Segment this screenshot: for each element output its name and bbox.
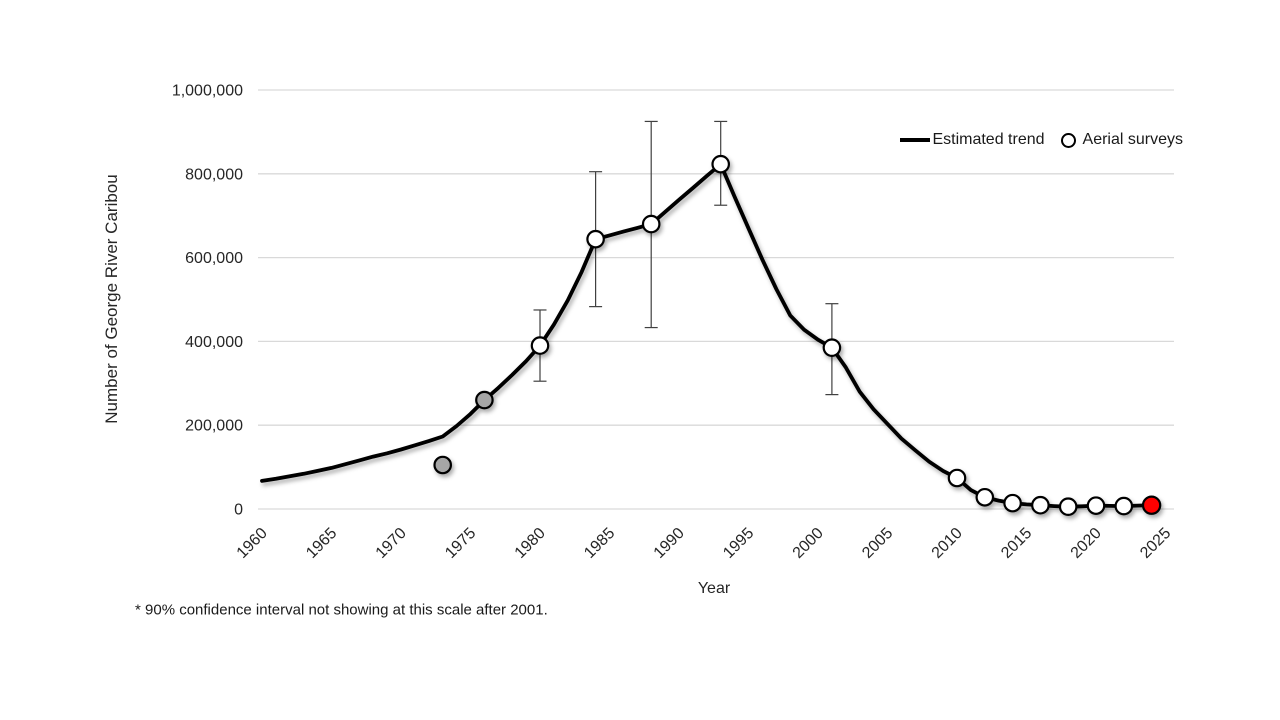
trend-line-swatch-icon — [900, 138, 931, 142]
trend-and-markers — [260, 154, 1162, 516]
x-tick-label: 1975 — [442, 525, 479, 562]
x-axis-title: Year — [697, 580, 731, 597]
open-circle-swatch-icon — [1060, 132, 1076, 148]
survey-point-2012 — [975, 487, 995, 507]
legend-entry-aerial-surveys: Aerial surveys — [1060, 131, 1183, 149]
estimated-trend-line — [260, 162, 1154, 509]
y-tick-label: 1,000,000 — [172, 83, 243, 100]
x-tick-label: 2010 — [929, 525, 966, 562]
survey-point-1976 — [475, 390, 494, 410]
x-tick-label: 1995 — [720, 525, 757, 562]
survey-point-1980 — [530, 336, 550, 355]
x-tick-label: 2005 — [859, 525, 896, 562]
x-tick-label: 2020 — [1068, 525, 1105, 562]
x-tick-label: 1990 — [651, 525, 688, 562]
x-tick-label: 2000 — [790, 525, 827, 562]
y-tick-label: 0 — [234, 502, 243, 519]
survey-point-2024 — [1141, 495, 1162, 515]
confidence-interval-footnote: * 90% confidence interval not showing at… — [135, 601, 548, 619]
x-tick-label: 1985 — [581, 525, 618, 562]
y-tick-label: 200,000 — [185, 418, 243, 435]
survey-point-2010 — [947, 468, 967, 488]
survey-point-2020 — [1086, 496, 1106, 515]
x-tick-label: 1965 — [303, 525, 340, 562]
y-tick-label: 600,000 — [185, 250, 243, 267]
y-axis-title: Number of George River Caribou — [102, 174, 121, 424]
legend-label-aerial-surveys: Aerial surveys — [1082, 131, 1183, 148]
x-tick-label: 2025 — [1137, 525, 1174, 562]
legend: Estimated trend Aerial surveys — [900, 131, 1183, 149]
x-tick-label: 1960 — [234, 525, 271, 562]
survey-point-2018 — [1058, 497, 1078, 516]
x-tick-label: 1970 — [373, 525, 410, 562]
survey-point-1988 — [641, 214, 661, 234]
survey-point-1984 — [586, 229, 605, 249]
survey-point-1993 — [711, 154, 730, 174]
survey-point-2014 — [1003, 493, 1022, 513]
survey-point-2016 — [1031, 495, 1050, 515]
legend-label-estimated-trend: Estimated trend — [932, 131, 1045, 148]
survey-point-2022 — [1114, 496, 1134, 516]
survey-point-1973 — [433, 455, 452, 475]
x-tick-label: 1980 — [512, 525, 549, 562]
legend-entry-estimated-trend: Estimated trend — [900, 131, 1045, 149]
y-tick-label: 800,000 — [185, 166, 243, 183]
x-tick-label: 2015 — [998, 525, 1035, 562]
survey-point-2001 — [822, 338, 842, 357]
y-tick-label: 400,000 — [185, 334, 243, 351]
